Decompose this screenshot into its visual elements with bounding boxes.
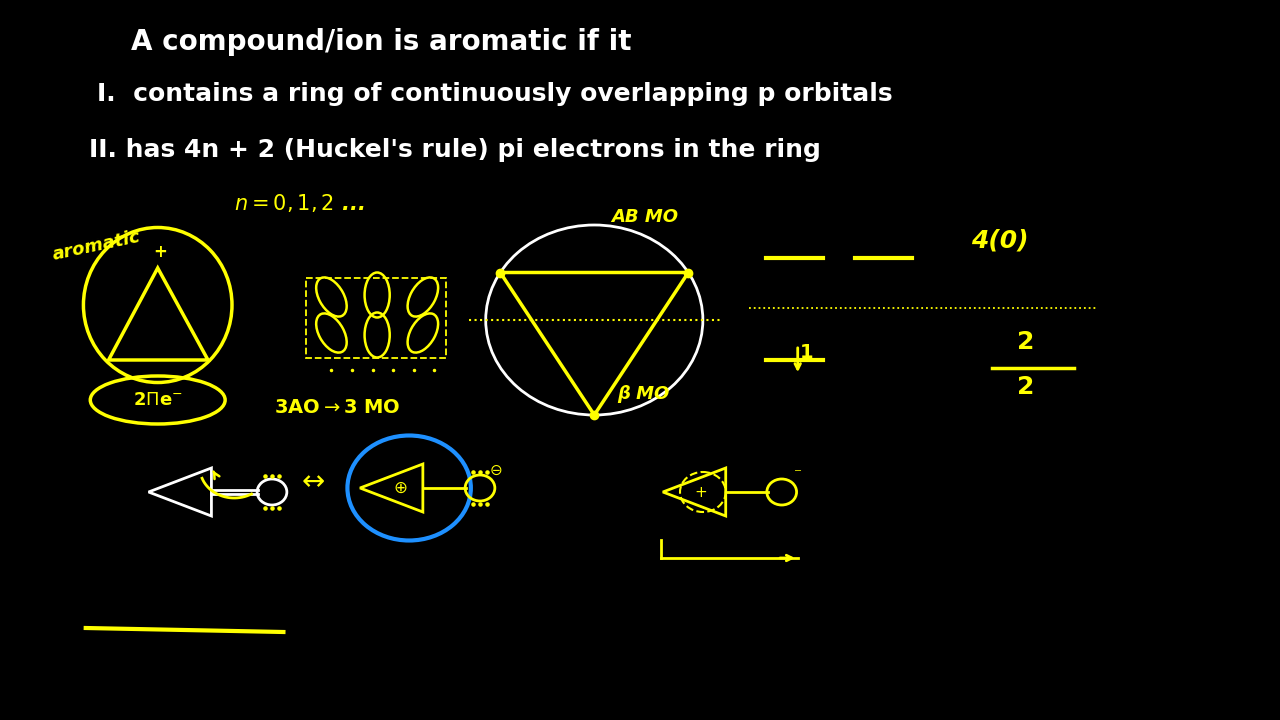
Text: II. has 4n + 2 (Huckel's rule) pi electrons in the ring: II. has 4n + 2 (Huckel's rule) pi electr… xyxy=(90,138,820,162)
Text: $n=0,1,2$ ...: $n=0,1,2$ ... xyxy=(234,192,365,214)
Text: β MO: β MO xyxy=(617,385,669,403)
Text: +: + xyxy=(694,485,707,500)
Text: ⁻: ⁻ xyxy=(794,467,801,482)
Text: ⊕: ⊕ xyxy=(393,479,407,497)
Text: +: + xyxy=(154,243,166,261)
Text: 2: 2 xyxy=(1018,330,1034,354)
Text: A compound/ion is aromatic if it: A compound/ion is aromatic if it xyxy=(132,28,632,56)
Text: 2$\Pi$e$^{-}$: 2$\Pi$e$^{-}$ xyxy=(133,391,183,409)
Text: AB MO: AB MO xyxy=(612,208,678,226)
Text: $\leftrightarrow$: $\leftrightarrow$ xyxy=(296,466,325,494)
Text: 1: 1 xyxy=(800,343,814,361)
Text: I.  contains a ring of continuously overlapping p orbitals: I. contains a ring of continuously overl… xyxy=(97,82,892,106)
Text: 4(0): 4(0) xyxy=(972,228,1029,252)
Text: ⊖: ⊖ xyxy=(490,462,502,477)
Text: 3AO$\rightarrow$3 MO: 3AO$\rightarrow$3 MO xyxy=(274,398,401,417)
Text: aromatic: aromatic xyxy=(50,228,142,264)
Text: 2: 2 xyxy=(1018,375,1034,399)
